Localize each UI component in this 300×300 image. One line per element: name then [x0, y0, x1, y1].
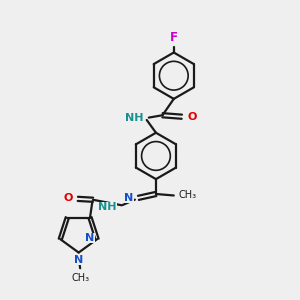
Text: CH₃: CH₃ [179, 190, 197, 200]
Text: CH₃: CH₃ [71, 273, 89, 283]
Text: NH: NH [125, 112, 144, 123]
Text: O: O [64, 193, 73, 203]
Text: N: N [124, 194, 134, 203]
Text: O: O [187, 112, 196, 122]
Text: F: F [170, 31, 178, 44]
Text: N: N [74, 255, 83, 265]
Text: N: N [85, 233, 95, 243]
Text: NH: NH [98, 202, 117, 212]
